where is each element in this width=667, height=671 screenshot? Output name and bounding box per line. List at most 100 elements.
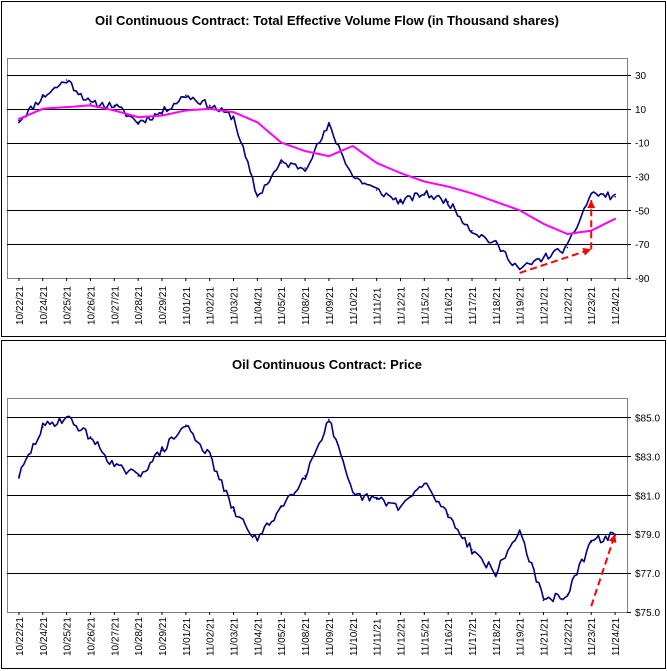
data-point: [423, 180, 426, 183]
y-tick-label: $75.0: [635, 608, 660, 619]
data-point: [137, 121, 139, 124]
x-tick-label: 11/05/21: [277, 617, 288, 656]
y-tick-label: -70: [635, 240, 650, 251]
data-point: [113, 104, 116, 107]
data-point: [280, 162, 283, 164]
data-point: [18, 119, 20, 122]
data-point: [304, 475, 306, 477]
x-tick-label: 11/08/21: [301, 617, 312, 656]
x-tick-label: 11/22/21: [563, 617, 574, 656]
data-point: [542, 256, 545, 259]
series-line: [18, 79, 616, 271]
y-tick-label: $77.0: [635, 569, 660, 580]
x-tick-label: 10/24/21: [39, 617, 50, 656]
data-point: [328, 155, 330, 157]
data-point: [542, 223, 545, 225]
chart-title: Oil Continuous Contract: Price: [232, 357, 422, 372]
x-tick-label: 10/25/21: [63, 617, 74, 656]
x-tick-label: 10/26/21: [86, 617, 97, 656]
data-point: [351, 175, 354, 178]
x-tick-label: 11/16/21: [444, 617, 455, 656]
data-point: [185, 424, 187, 427]
data-point: [18, 475, 20, 477]
data-point: [471, 548, 473, 551]
x-tick-label: 11/08/21: [301, 286, 312, 325]
data-point: [423, 482, 426, 485]
series-line: [18, 415, 616, 603]
moving-average-line: [17, 104, 617, 235]
x-tick-label: 11/15/21: [420, 617, 431, 656]
data-point: [304, 167, 306, 169]
data-point: [542, 599, 545, 602]
data-point: [375, 498, 378, 500]
data-point: [590, 541, 593, 543]
x-tick-label: 11/09/21: [325, 286, 336, 325]
data-point: [185, 109, 187, 112]
x-tick-label: 11/01/21: [182, 617, 193, 656]
x-tick-label: 11/16/21: [444, 286, 455, 325]
x-tick-label: 11/01/21: [182, 286, 193, 325]
x-tick-label: 11/10/21: [349, 286, 360, 325]
data-point: [208, 455, 211, 458]
x-tick-label: 11/21/21: [540, 286, 551, 325]
plot-area: [7, 398, 628, 613]
data-point: [208, 107, 211, 110]
x-tick-label: 11/03/21: [230, 617, 241, 656]
data-point: [471, 192, 473, 195]
data-point: [41, 426, 44, 428]
plot-area: [7, 58, 628, 279]
x-tick-label: 11/18/21: [492, 617, 503, 656]
y-tick-label: 30: [635, 71, 647, 82]
y-tick-label: 10: [635, 105, 647, 116]
x-tick-label: 11/02/21: [206, 617, 217, 656]
y-tick-label: $81.0: [635, 491, 660, 502]
x-tick-label: 10/22/21: [15, 286, 26, 325]
data-point: [447, 513, 449, 516]
x-tick-label: 11/22/21: [563, 286, 574, 325]
x-tick-label: 11/04/21: [253, 286, 264, 325]
x-tick-label: 10/29/21: [158, 286, 169, 325]
volume-flow-chart: Oil Continuous Contract: Total Effective…: [1, 1, 666, 337]
data-point: [113, 109, 116, 112]
data-point: [41, 96, 44, 98]
x-tick-label: 11/17/21: [468, 617, 479, 656]
data-point: [375, 162, 378, 164]
x-tick-label: 11/11/21: [373, 287, 384, 325]
x-tick-label: 10/25/21: [63, 286, 74, 325]
data-point: [566, 593, 569, 596]
data-point: [304, 150, 306, 152]
data-point: [518, 529, 521, 532]
data-point: [161, 114, 163, 117]
x-tick-label: 11/18/21: [492, 286, 503, 325]
x-tick-label: 11/12/21: [396, 286, 407, 325]
data-point: [232, 111, 235, 113]
data-point: [89, 102, 92, 105]
data-point: [280, 506, 283, 508]
x-tick-label: 11/05/21: [277, 286, 288, 325]
data-point: [328, 124, 330, 127]
data-point: [65, 416, 68, 419]
trend-arrow: [519, 248, 592, 274]
x-tick-label: 11/09/21: [325, 617, 336, 656]
data-point: [113, 465, 116, 467]
data-point: [614, 217, 616, 220]
data-point: [399, 506, 402, 508]
data-point: [41, 107, 44, 110]
data-point: [256, 121, 259, 124]
data-point: [495, 243, 497, 245]
price-chart: Oil Continuous Contract: Price $85.0 $83.0…: [1, 340, 666, 669]
data-point: [256, 195, 259, 198]
data-point: [89, 104, 92, 107]
x-tick-label: 10/29/21: [158, 617, 169, 656]
data-point: [232, 116, 235, 119]
data-point: [566, 246, 569, 249]
data-point: [423, 192, 426, 195]
x-tick-label: 11/04/21: [253, 617, 264, 656]
y-tick-label: -10: [635, 139, 650, 150]
x-tick-label: 11/23/21: [587, 286, 598, 325]
data-point: [590, 192, 593, 195]
data-point: [495, 572, 497, 574]
data-point: [280, 141, 283, 144]
x-tick-label: 11/19/21: [516, 286, 527, 325]
x-tick-label: 11/02/21: [206, 286, 217, 325]
